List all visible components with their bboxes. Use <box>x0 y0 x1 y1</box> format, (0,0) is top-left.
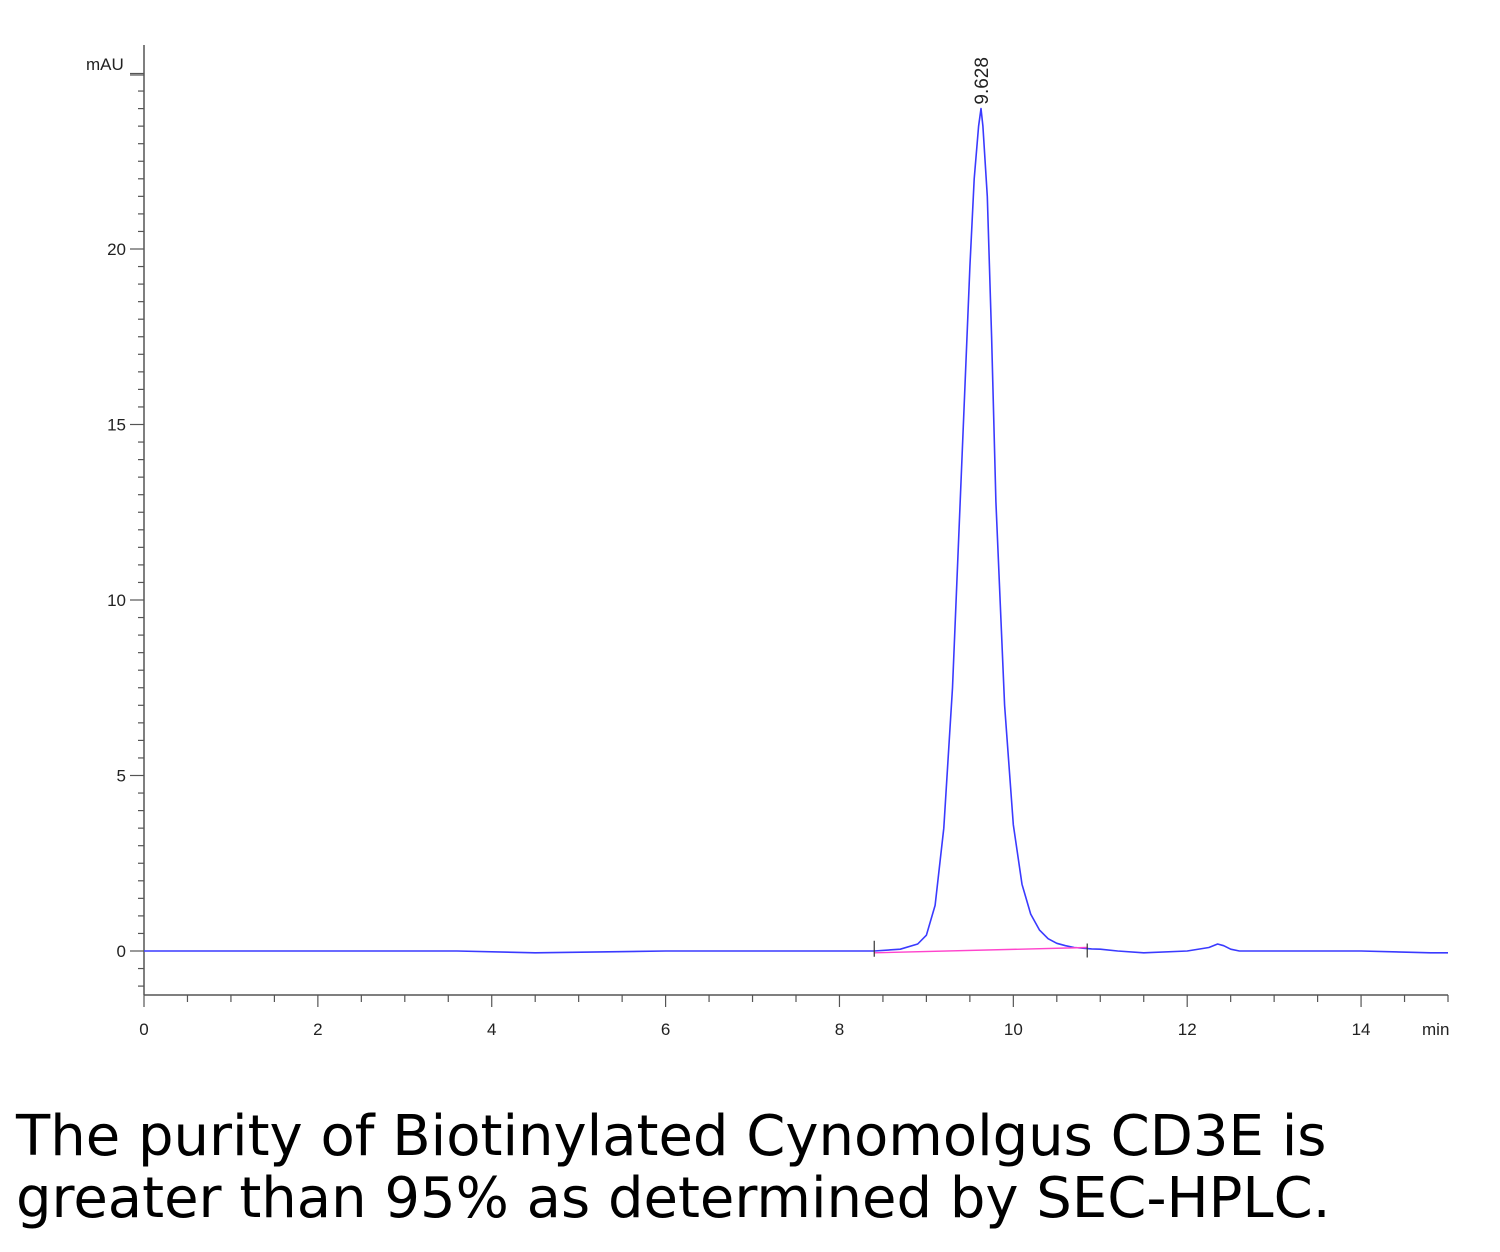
x-tick-label: 10 <box>1004 1020 1023 1039</box>
x-axis-unit-label: min <box>1422 1020 1449 1039</box>
x-tick-label: 8 <box>835 1020 844 1039</box>
x-tick-label: 4 <box>487 1020 496 1039</box>
x-tick-label: 12 <box>1178 1020 1197 1039</box>
chart-plot-area <box>144 107 1448 958</box>
chart-ticks <box>130 72 1449 1007</box>
y-tick-label: 5 <box>117 767 126 786</box>
caption-line-1: The purity of Biotinylated Cynomolgus CD… <box>16 1104 1327 1169</box>
y-axis-unit-label: mAU <box>86 55 124 74</box>
signal-trace <box>144 107 1448 954</box>
chart-labels: 0 5 10 15 20 0 2 4 6 8 10 12 14 mAU min 9.628 <box>86 55 1449 1039</box>
y-tick-label: 20 <box>107 240 126 259</box>
y-tick-label: 10 <box>107 591 126 610</box>
caption-line-2: greater than 95% as determined by SEC-HP… <box>16 1166 1331 1231</box>
x-tick-label: 2 <box>313 1020 322 1039</box>
chromatogram-chart: 0 5 10 15 20 0 2 4 6 8 10 12 14 mAU min 9.628 <box>86 45 1449 1039</box>
peak-retention-time-label: 9.628 <box>972 57 993 105</box>
integration-baseline <box>874 946 1088 954</box>
x-tick-label: 14 <box>1352 1020 1371 1039</box>
y-tick-label: 15 <box>107 416 126 435</box>
x-tick-label: 6 <box>661 1020 670 1039</box>
x-tick-label: 0 <box>139 1020 148 1039</box>
chart-axes <box>130 45 1448 996</box>
figure-caption: The purity of Biotinylated Cynomolgus CD… <box>16 1106 1486 1230</box>
y-tick-label: 0 <box>117 942 126 961</box>
